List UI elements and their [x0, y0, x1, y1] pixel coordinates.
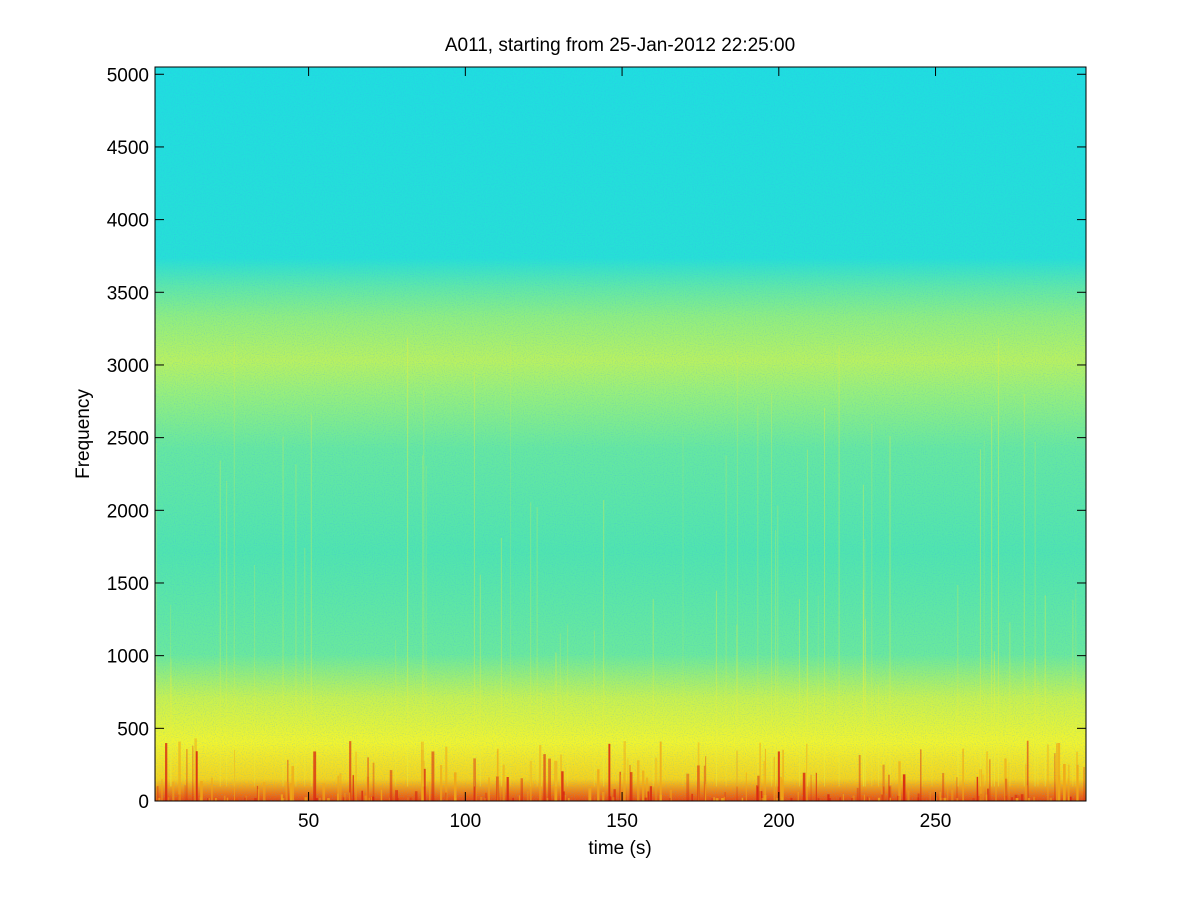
x-axis-label: time (s) — [588, 838, 651, 859]
chart-title: A011, starting from 25-Jan-2012 22:25:00 — [445, 35, 795, 56]
x-tick-label: 200 — [763, 811, 795, 832]
plot-area — [155, 67, 1086, 801]
y-axis: 0 500 1000 1500 2000 2500 3000 3500 4000 4500 5000 — [107, 65, 1086, 813]
y-tick-label: 1500 — [107, 574, 149, 595]
y-tick-label: 0 — [138, 792, 149, 813]
low-frequency-bursts — [156, 337, 1085, 801]
y-tick-label: 3000 — [107, 356, 149, 377]
y-tick-label: 4000 — [107, 211, 149, 232]
x-tick-label: 100 — [449, 811, 481, 832]
axes-frame — [154, 66, 1087, 802]
x-tick-label: 50 — [298, 811, 319, 832]
y-tick-label: 3500 — [107, 283, 149, 304]
y-tick-label: 1000 — [107, 647, 149, 668]
y-tick-label: 2000 — [107, 501, 149, 522]
y-tick-label: 500 — [117, 719, 149, 740]
x-tick-label: 250 — [920, 811, 952, 832]
y-tick-label: 4500 — [107, 138, 149, 159]
x-tick-label: 150 — [606, 811, 638, 832]
spectrogram-noise — [155, 67, 1086, 801]
y-axis-label: Frequency — [73, 389, 94, 479]
y-tick-label: 2500 — [107, 429, 149, 450]
x-axis: 50 100 150 200 250 — [298, 67, 951, 832]
y-tick-label: 5000 — [107, 65, 149, 86]
